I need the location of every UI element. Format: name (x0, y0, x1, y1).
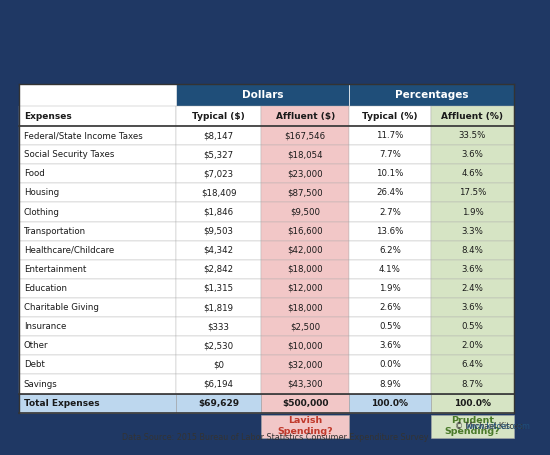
Text: 3.6%: 3.6% (461, 150, 483, 159)
Text: Other: Other (24, 341, 48, 350)
Text: Education: Education (24, 284, 67, 293)
Text: $23,000: $23,000 (288, 169, 323, 178)
Text: $10,000: $10,000 (288, 341, 323, 350)
Text: 33.5%: 33.5% (459, 131, 486, 140)
Text: 6.2%: 6.2% (379, 246, 401, 255)
Text: 17.5%: 17.5% (459, 188, 486, 197)
Text: 2.6%: 2.6% (379, 303, 401, 312)
Text: Debt: Debt (24, 360, 45, 369)
Text: Transportation: Transportation (24, 227, 86, 236)
Text: 26.4%: 26.4% (376, 188, 404, 197)
Text: $1,819: $1,819 (204, 303, 234, 312)
Text: Affluent (%): Affluent (%) (442, 111, 503, 121)
Text: $16,600: $16,600 (288, 227, 323, 236)
Text: 100.0%: 100.0% (371, 399, 409, 408)
Text: $9,503: $9,503 (204, 227, 234, 236)
Text: $1,315: $1,315 (204, 284, 234, 293)
Text: 3.6%: 3.6% (379, 341, 401, 350)
Text: $4,342: $4,342 (204, 246, 234, 255)
Text: $7,023: $7,023 (204, 169, 234, 178)
Text: 1.9%: 1.9% (379, 284, 401, 293)
Text: Food: Food (24, 169, 45, 178)
Text: 13.6%: 13.6% (376, 227, 404, 236)
Text: 8.9%: 8.9% (379, 379, 401, 389)
Text: Healthcare/Childcare: Healthcare/Childcare (24, 246, 114, 255)
Text: 3.3%: 3.3% (461, 227, 483, 236)
Text: 3.6%: 3.6% (461, 303, 483, 312)
Text: $9,500: $9,500 (290, 207, 320, 217)
Text: Clothing: Clothing (24, 207, 59, 217)
Text: AVERAGE VS AFFLUENT FAMILY SPENDING BY CATEGORY: AVERAGE VS AFFLUENT FAMILY SPENDING BY C… (89, 25, 461, 38)
Text: 2.0%: 2.0% (461, 341, 483, 350)
Text: Percentages: Percentages (395, 90, 469, 100)
Text: $6,194: $6,194 (204, 379, 234, 389)
Text: $500,000: $500,000 (282, 399, 328, 408)
Text: $42,000: $42,000 (288, 246, 323, 255)
Text: Lavish
Spending?: Lavish Spending? (277, 416, 333, 436)
Text: Social Security Taxes: Social Security Taxes (24, 150, 114, 159)
Text: 2.4%: 2.4% (461, 284, 483, 293)
Text: 8.7%: 8.7% (461, 379, 483, 389)
Text: 8.4%: 8.4% (461, 246, 483, 255)
Text: Total Expenses: Total Expenses (24, 399, 100, 408)
Text: Expenses: Expenses (24, 111, 72, 121)
Text: $87,500: $87,500 (288, 188, 323, 197)
Text: $0: $0 (213, 360, 224, 369)
Text: 2.7%: 2.7% (379, 207, 401, 217)
Text: Data Source: 2015 Bureau of Labor Statistics Consumer Expenditure Survey: Data Source: 2015 Bureau of Labor Statis… (122, 433, 428, 442)
Text: 3.6%: 3.6% (461, 265, 483, 274)
Text: $5,327: $5,327 (204, 150, 234, 159)
Text: Housing: Housing (24, 188, 59, 197)
Text: Savings: Savings (24, 379, 57, 389)
Text: $18,000: $18,000 (288, 303, 323, 312)
Text: 4.1%: 4.1% (379, 265, 401, 274)
Text: $8,147: $8,147 (204, 131, 234, 140)
Text: Typical ($): Typical ($) (192, 111, 245, 121)
Text: 4.6%: 4.6% (461, 169, 483, 178)
Text: $1,846: $1,846 (204, 207, 234, 217)
Text: Typical (%): Typical (%) (362, 111, 417, 121)
Text: Charitable Giving: Charitable Giving (24, 303, 98, 312)
Text: 6.4%: 6.4% (461, 360, 483, 369)
Text: 10.1%: 10.1% (376, 169, 404, 178)
Text: $18,409: $18,409 (201, 188, 236, 197)
Text: Federal/State Income Taxes: Federal/State Income Taxes (24, 131, 142, 140)
Text: Prudent
Spending?: Prudent Spending? (444, 416, 500, 436)
Text: 11.7%: 11.7% (376, 131, 404, 140)
Text: 100.0%: 100.0% (454, 399, 491, 408)
Text: Dollars: Dollars (242, 90, 283, 100)
Text: $333: $333 (207, 322, 229, 331)
Text: www.kitces.com: www.kitces.com (466, 422, 531, 431)
Text: $43,300: $43,300 (288, 379, 323, 389)
Text: Entertainment: Entertainment (24, 265, 86, 274)
Text: $18,000: $18,000 (288, 265, 323, 274)
Text: $18,054: $18,054 (288, 150, 323, 159)
Text: 0.0%: 0.0% (379, 360, 401, 369)
Text: (IN DOLLARS AND PERCENTAGES): (IN DOLLARS AND PERCENTAGES) (163, 48, 387, 61)
Text: 0.5%: 0.5% (379, 322, 401, 331)
Text: $2,530: $2,530 (204, 341, 234, 350)
Text: Insurance: Insurance (24, 322, 66, 331)
Text: $167,546: $167,546 (285, 131, 326, 140)
Text: 1.9%: 1.9% (461, 207, 483, 217)
Text: $69,629: $69,629 (198, 399, 239, 408)
Text: $2,500: $2,500 (290, 322, 320, 331)
Text: 7.7%: 7.7% (379, 150, 401, 159)
Text: $32,000: $32,000 (288, 360, 323, 369)
Text: © Michael Kitces.: © Michael Kitces. (455, 422, 528, 431)
Text: Affluent ($): Affluent ($) (276, 111, 335, 121)
Text: 0.5%: 0.5% (461, 322, 483, 331)
Text: $2,842: $2,842 (204, 265, 234, 274)
Text: $12,000: $12,000 (288, 284, 323, 293)
